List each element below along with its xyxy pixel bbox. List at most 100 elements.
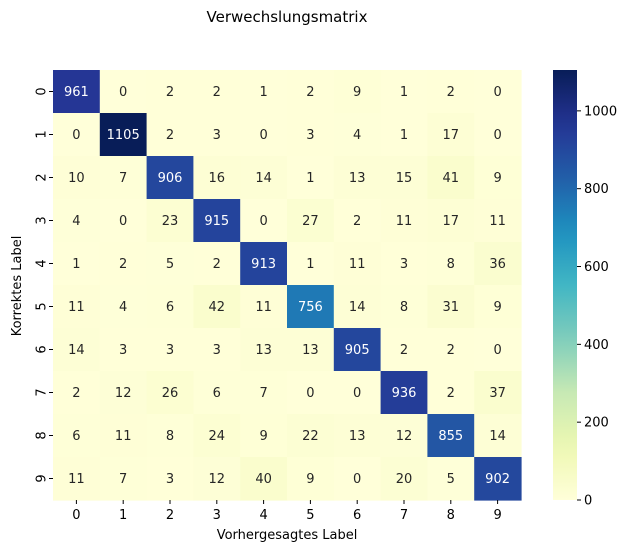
cell-value-label: 22: [302, 429, 319, 444]
cell-value-label: 3: [306, 128, 314, 143]
x-axis-ticks: 0 1 2 3 4 5 6 7 8 9: [72, 500, 502, 523]
heatmap-cell: [146, 371, 194, 415]
cell-value-label: 11: [68, 472, 85, 487]
cell-value-label: 11: [396, 214, 413, 229]
heatmap-cell: [146, 328, 194, 372]
heatmap-cell: [53, 113, 101, 157]
heatmap-cell: [427, 242, 475, 286]
cell-value-label: 2: [213, 257, 221, 272]
cell-value-label: 1105: [107, 128, 140, 143]
cell-value-label: 8: [447, 257, 455, 272]
cell-value-label: 0: [119, 85, 127, 100]
cell-value-label: 1: [259, 85, 267, 100]
cell-value-label: 8: [400, 300, 408, 315]
cell-value-label: 14: [489, 429, 506, 444]
heatmap-cell: [53, 156, 101, 200]
cell-value-label: 31: [443, 300, 460, 315]
heatmap-cell: [240, 328, 288, 372]
heatmap-cell: [146, 414, 194, 458]
cell-value-label: 936: [392, 386, 417, 401]
cell-value-label: 2: [306, 85, 314, 100]
cell-value-label: 2: [119, 257, 127, 272]
heatmap-cell: [53, 457, 101, 501]
cell-value-label: 6: [72, 429, 80, 444]
heatmap-cell: [333, 285, 382, 329]
cell-value-label: 915: [204, 214, 229, 229]
heatmap-cell: [53, 285, 101, 329]
heatmap-cell: [240, 242, 288, 286]
cell-value-label: 24: [209, 429, 226, 444]
heatmap-cell: [193, 285, 241, 329]
heatmap-cell: [53, 70, 101, 114]
heatmap-cell: [380, 285, 428, 329]
cell-value-label: 13: [349, 429, 366, 444]
y-tick-label: 9: [35, 474, 50, 482]
cell-value-label: 40: [255, 472, 272, 487]
cell-value-label: 3: [119, 343, 127, 358]
x-tick-label: 9: [493, 508, 501, 523]
heatmap-cell: [53, 371, 101, 415]
heatmap-cell: [53, 199, 101, 243]
heatmap-cell: [53, 328, 101, 372]
heatmap-cell: [99, 285, 148, 329]
cell-value-label: 961: [64, 85, 89, 100]
heatmap-cell: [427, 285, 475, 329]
cell-value-label: 8: [166, 429, 174, 444]
heatmap-cell: [380, 457, 428, 501]
heatmap-cell: [146, 70, 194, 114]
cell-value-label: 7: [119, 472, 127, 487]
y-tick-label: 2: [35, 173, 50, 181]
heatmap-cell: [53, 242, 101, 286]
heatmap-cell: [380, 371, 428, 415]
cell-value-label: 15: [396, 171, 413, 186]
cell-value-label: 2: [166, 85, 174, 100]
heatmap-cell: [427, 199, 475, 243]
heatmap-cell: [427, 70, 475, 114]
cell-value-label: 0: [493, 343, 501, 358]
cell-value-label: 13: [302, 343, 319, 358]
cell-value-label: 905: [345, 343, 370, 358]
chart-title: Verwechslungsmatrix: [207, 8, 368, 26]
heatmap-cell: [474, 242, 522, 286]
cell-value-label: 3: [166, 472, 174, 487]
cell-value-label: 1: [400, 85, 408, 100]
cell-value-label: 0: [119, 214, 127, 229]
cell-value-label: 26: [162, 386, 179, 401]
heatmap-cell: [474, 113, 522, 157]
cell-value-label: 2: [400, 343, 408, 358]
cell-value-label: 0: [259, 214, 267, 229]
heatmap-cell: [287, 285, 335, 329]
cell-value-label: 1: [306, 171, 314, 186]
cell-value-label: 0: [306, 386, 314, 401]
heatmap-cell: [380, 328, 428, 372]
cell-value-label: 0: [259, 128, 267, 143]
x-tick-label: 0: [72, 508, 80, 523]
cell-value-label: 9: [493, 171, 501, 186]
y-tick-label: 8: [35, 431, 50, 439]
cell-value-label: 17: [443, 128, 460, 143]
colorbar-tick-label: 400: [584, 338, 609, 353]
heatmap-cell: [380, 414, 428, 458]
colorbar-tick-label: 200: [584, 416, 609, 431]
heatmap-cell: [427, 113, 475, 157]
heatmap-cell: [333, 371, 382, 415]
colorbar-tick-label: 1000: [584, 104, 617, 119]
heatmap-cell: [193, 328, 241, 372]
x-tick-label: 1: [119, 508, 127, 523]
cell-value-label: 7: [119, 171, 127, 186]
heatmap-cell: [380, 70, 428, 114]
heatmap-cell: [287, 371, 335, 415]
heatmap-cell: [333, 457, 382, 501]
x-tick-label: 2: [166, 508, 174, 523]
cell-value-label: 11: [489, 214, 506, 229]
cell-value-label: 13: [255, 343, 272, 358]
heatmap-cell: [333, 242, 382, 286]
cell-value-label: 2: [353, 214, 361, 229]
heatmap-cell: [193, 199, 241, 243]
heatmap-cell: [380, 156, 428, 200]
colorbar-ticks: 0 200 400 600 800 1000: [577, 104, 617, 509]
cell-value-label: 11: [115, 429, 132, 444]
heatmap-cell: [427, 414, 475, 458]
